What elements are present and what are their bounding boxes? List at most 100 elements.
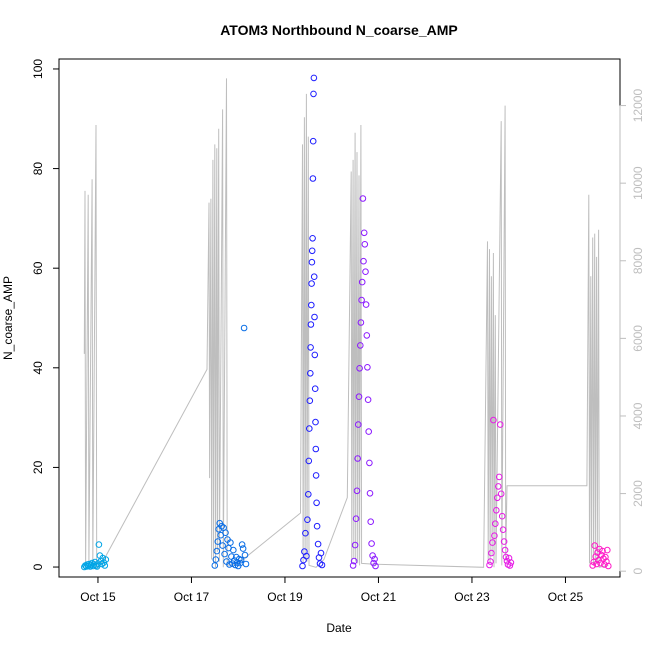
data-point [308, 301, 315, 309]
y-tick-label: 100 [31, 59, 45, 79]
data-point [310, 90, 317, 98]
data-point [354, 455, 362, 462]
data-point [227, 539, 234, 546]
y2-tick-label: 12000 [631, 89, 645, 123]
data-point [497, 490, 505, 498]
x-tick-label: Oct 23 [454, 590, 490, 604]
y2-tick-label: 0 [631, 568, 645, 575]
data-point [213, 547, 221, 555]
data-point [309, 175, 317, 182]
data-point [92, 562, 100, 569]
data-point [306, 425, 313, 432]
data-point [351, 541, 359, 549]
x-tick-label: Oct 19 [267, 590, 303, 604]
x-tick-label: Oct 21 [361, 590, 397, 604]
data-point [102, 556, 110, 563]
data-point [364, 396, 372, 404]
data-point [502, 553, 510, 561]
data-point [597, 559, 604, 567]
data-point [355, 393, 363, 401]
data-point [495, 473, 503, 481]
data-point [239, 545, 247, 552]
data-point [499, 526, 507, 534]
data-point [369, 552, 376, 559]
x-tick-label: Oct 25 [548, 590, 584, 604]
data-point [311, 385, 319, 393]
data-point [311, 351, 319, 359]
data-point [501, 546, 509, 554]
data-point [360, 257, 367, 265]
data-point [305, 491, 312, 498]
data-point [498, 512, 506, 520]
data-point [602, 553, 609, 561]
data-point [211, 562, 219, 569]
data-point [365, 428, 373, 435]
data-point [357, 342, 364, 349]
data-point [314, 540, 322, 548]
data-point [318, 561, 326, 569]
data-point [307, 370, 314, 377]
data-point [494, 494, 501, 502]
y-tick-label: 40 [31, 361, 45, 375]
data-point [486, 561, 493, 569]
data-point [299, 562, 306, 570]
y-tick-label: 20 [31, 460, 45, 474]
x-axis-label: Date [326, 621, 352, 635]
data-point [237, 556, 245, 564]
data-point [241, 551, 249, 559]
data-point [359, 195, 367, 202]
data-point [506, 562, 514, 569]
data-point [599, 547, 606, 555]
data-point [357, 319, 365, 326]
scatter-points-layer [81, 74, 612, 571]
data-point [371, 555, 378, 563]
data-point [352, 515, 360, 523]
data-point [605, 562, 612, 570]
data-point [222, 529, 229, 537]
y2-tick-label: 2000 [631, 480, 645, 507]
data-point [593, 560, 600, 568]
data-point [350, 557, 358, 565]
chart-title: ATOM3 Northbound N_coarse_AMP [220, 22, 458, 38]
data-point [372, 562, 379, 570]
data-point [221, 550, 228, 558]
data-point [212, 556, 220, 563]
secondary-series-line [83, 78, 609, 569]
data-point [313, 522, 321, 530]
data-point [308, 280, 315, 287]
x-tick-label: Oct 15 [80, 590, 116, 604]
y-axis-label: N_coarse_AMP [1, 276, 15, 360]
data-point [306, 397, 314, 405]
data-point [302, 529, 309, 537]
data-point [349, 562, 357, 569]
data-point [356, 365, 363, 372]
data-point [355, 421, 362, 428]
secondary-series-layer [83, 78, 609, 569]
data-point [309, 235, 316, 242]
data-point [218, 522, 225, 530]
data-point [362, 301, 370, 308]
y-axis-left: 0 20 40 60 80 100 [31, 59, 60, 570]
data-point [238, 541, 246, 548]
data-point [591, 542, 599, 549]
x-axis: Oct 15 Oct 17 Oct 19 Oct 21 Oct 23 Oct 25 [80, 576, 584, 604]
data-point [242, 560, 250, 568]
data-point [364, 364, 371, 371]
data-point [363, 332, 371, 339]
data-point [95, 541, 103, 548]
data-point [313, 499, 320, 507]
data-point [495, 483, 502, 490]
data-point [310, 273, 318, 281]
data-point [303, 552, 310, 560]
y-tick-label: 80 [31, 162, 45, 176]
data-point [308, 258, 316, 266]
data-point [366, 490, 374, 497]
data-point [304, 516, 311, 524]
data-point [493, 507, 500, 514]
data-point [312, 418, 319, 426]
data-point [362, 268, 369, 276]
data-point [219, 542, 226, 549]
y2-tick-label: 10000 [631, 166, 645, 200]
data-point [598, 551, 605, 559]
